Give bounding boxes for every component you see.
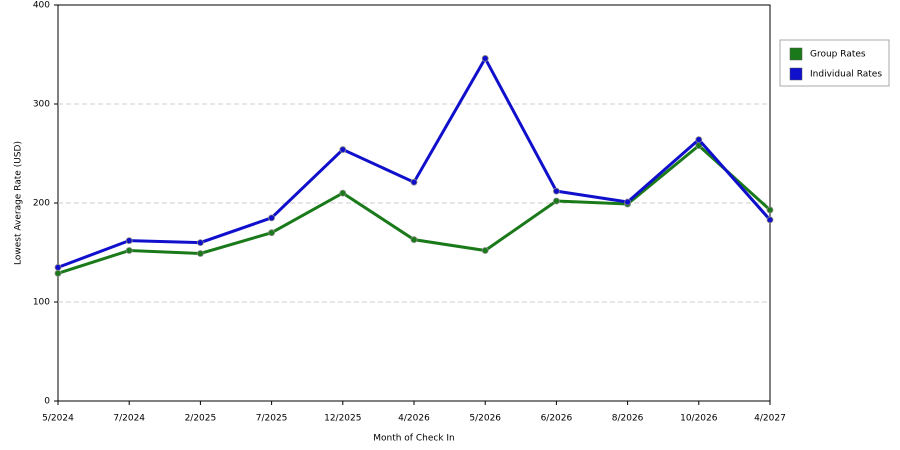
x-tick-label: 5/2026: [469, 414, 501, 424]
data-point: [125, 247, 133, 254]
data-point: [410, 178, 418, 186]
x-tick-label: 12/2025: [324, 414, 361, 424]
data-point: [481, 247, 489, 254]
legend-label: Group Rates: [810, 50, 866, 60]
x-tick-label: 2/2025: [185, 414, 217, 424]
data-point: [410, 236, 418, 244]
data-point: [268, 214, 276, 222]
data-point: [695, 136, 703, 144]
y-axis-label: Lowest Average Rate (USD): [14, 141, 24, 265]
y-tick-label: 0: [44, 397, 50, 407]
legend-swatch: [789, 67, 803, 81]
y-tick-label: 400: [33, 1, 50, 11]
data-point: [54, 263, 62, 271]
data-point: [196, 250, 204, 257]
x-tick-label: 4/2027: [754, 414, 786, 424]
y-tick-label: 200: [33, 199, 50, 209]
legend-swatch: [789, 47, 803, 61]
data-point: [766, 216, 774, 224]
x-axis-label: Month of Check In: [373, 434, 455, 444]
data-point: [624, 198, 631, 206]
x-tick-label: 6/2026: [541, 414, 573, 424]
data-point: [54, 269, 62, 277]
data-point: [481, 55, 489, 62]
data-point: [125, 237, 133, 245]
x-tick-label: 4/2026: [398, 414, 430, 424]
x-tick-label: 7/2025: [256, 414, 288, 424]
data-point: [553, 197, 560, 205]
x-tick-label: 8/2026: [612, 414, 644, 424]
data-point: [339, 189, 347, 197]
legend-label: Individual Rates: [810, 70, 882, 80]
series-line: [57, 55, 772, 269]
x-tick-label: 5/2024: [42, 414, 74, 424]
x-tick-label: 7/2024: [113, 414, 145, 424]
data-point: [196, 239, 204, 247]
series-line: [57, 143, 772, 275]
y-tick-label: 300: [33, 100, 50, 110]
y-tick-label: 100: [33, 298, 50, 308]
x-tick-label: 10/2026: [680, 414, 718, 424]
data-point: [553, 187, 560, 195]
data-point: [268, 229, 276, 237]
data-point: [766, 206, 774, 214]
data-point: [339, 146, 347, 153]
